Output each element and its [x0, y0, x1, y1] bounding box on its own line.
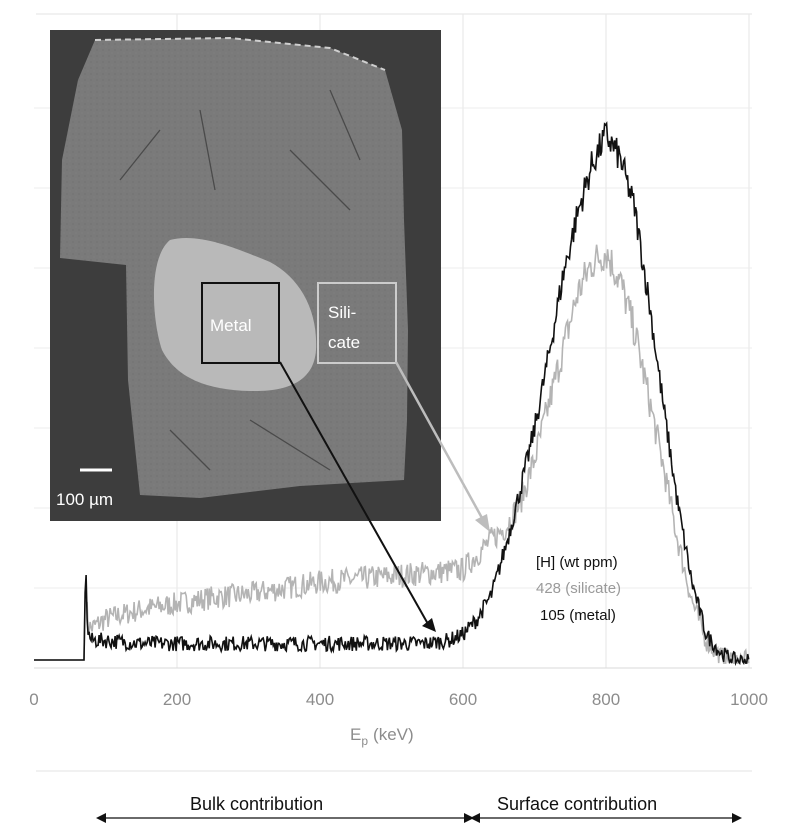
- legend-entry-metal: 105 (metal): [540, 607, 616, 624]
- inset-bright-rim: [94, 36, 386, 71]
- bulk-contribution-arrow: [96, 813, 474, 823]
- legend: [H] (wt ppm) 428 (silicate) 105 (metal): [536, 554, 621, 624]
- legend-entry-silicate: 428 (silicate): [536, 580, 621, 597]
- silicate-label-line1: Sili-: [328, 303, 356, 322]
- silicate-pointer-arrow: [394, 361, 490, 532]
- scale-bar-label: 100 µm: [56, 490, 113, 509]
- metal-box: [201, 282, 280, 364]
- series-metal-line: [34, 121, 750, 667]
- bulk-contribution-label: Bulk contribution: [190, 794, 323, 814]
- inset-cracks: [119, 89, 361, 471]
- inset-metal-blob: [153, 238, 317, 392]
- x-tick-label-800: 800: [592, 690, 620, 709]
- series-silicate-line: [34, 244, 750, 664]
- x-axis-label: Ep (keV): [350, 725, 414, 748]
- silicate-box: [317, 282, 397, 364]
- x-axis-label-subscript: p: [361, 734, 368, 748]
- legend-title: [H] (wt ppm): [536, 554, 618, 571]
- metal-label: Metal: [210, 316, 252, 335]
- x-tick-label-600: 600: [449, 690, 477, 709]
- silicate-label-line2: cate: [328, 333, 360, 352]
- x-tick-label-1000: 1000: [730, 690, 768, 709]
- x-tick-labels: 0 200 400 600 800 1000: [29, 690, 768, 709]
- x-tick-label-400: 400: [306, 690, 334, 709]
- x-tick-label-0: 0: [29, 690, 38, 709]
- metal-pointer-arrow: [279, 361, 436, 632]
- surface-contribution-arrow: [470, 813, 742, 823]
- x-tick-label-200: 200: [163, 690, 191, 709]
- x-axis-label-unit: (keV): [373, 725, 414, 744]
- surface-contribution-label: Surface contribution: [497, 794, 657, 814]
- inset-micrograph: Metal Sili- cate 100 µm: [50, 30, 441, 521]
